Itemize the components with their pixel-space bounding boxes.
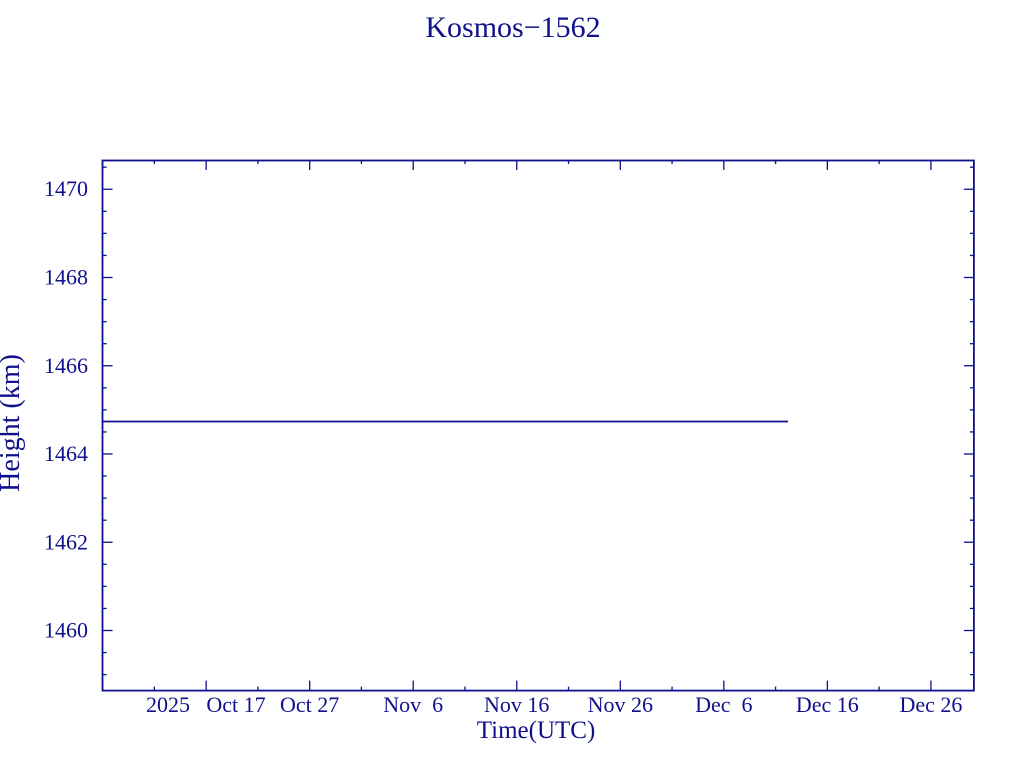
svg-text:1468: 1468: [44, 265, 88, 290]
svg-text:Oct 17: Oct 17: [206, 692, 265, 717]
svg-text:1470: 1470: [44, 176, 88, 201]
svg-text:Time(UTC): Time(UTC): [477, 717, 596, 744]
svg-text:1460: 1460: [44, 618, 88, 643]
svg-text:Height (km): Height (km): [0, 354, 26, 492]
svg-text:Oct 27: Oct 27: [280, 692, 339, 717]
svg-text:Dec 16: Dec 16: [796, 692, 859, 717]
svg-text:1466: 1466: [44, 353, 88, 378]
svg-text:Nov 6: Nov 6: [383, 692, 443, 717]
svg-text:2025: 2025: [146, 692, 190, 717]
svg-text:Nov 26: Nov 26: [588, 692, 653, 717]
svg-text:Dec 26: Dec 26: [899, 692, 962, 717]
svg-text:Nov 16: Nov 16: [484, 692, 549, 717]
svg-text:1464: 1464: [44, 441, 88, 466]
svg-text:1462: 1462: [44, 529, 88, 554]
svg-text:Kosmos−1562: Kosmos−1562: [425, 11, 600, 44]
svg-text:Dec 6: Dec 6: [695, 692, 752, 717]
